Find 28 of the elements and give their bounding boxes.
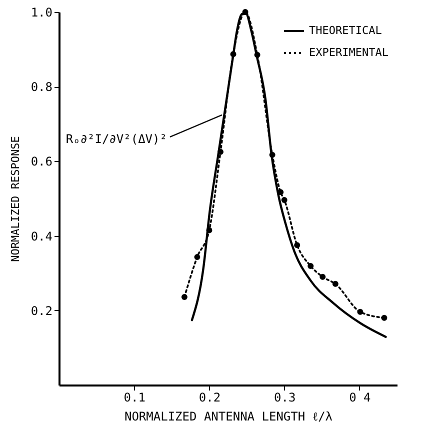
- point: [269, 152, 276, 158]
- y-tick-label: 0.6: [30, 154, 52, 169]
- x-tick-label: 0.3: [274, 390, 296, 404]
- point: [194, 254, 200, 260]
- point: [320, 274, 326, 280]
- y-tick-label: 1.0: [30, 6, 52, 20]
- point: [217, 148, 224, 155]
- point: [381, 314, 388, 321]
- y-tick-label: 0.8: [30, 80, 52, 94]
- y-tick-label: 0.2: [30, 304, 52, 318]
- point: [281, 197, 288, 203]
- point: [332, 280, 338, 287]
- point: [308, 263, 314, 270]
- point: [181, 294, 188, 300]
- legend-label: EXPERIMENTAL: [309, 46, 389, 59]
- point: [357, 308, 364, 315]
- legend-label: THEORETICAL: [309, 24, 382, 37]
- point: [230, 51, 236, 58]
- annotation: Rₒ∂²I/∂V²(ΔV)²: [66, 132, 167, 146]
- x-tick-label: 0 4: [349, 390, 371, 404]
- y-tick-label: 0.4: [30, 229, 52, 244]
- x-tick-label: 0.1: [124, 390, 146, 404]
- x-tick-label: 0.2: [198, 390, 221, 404]
- y-axis-title: NORMALIZED RESPONSE: [8, 136, 22, 262]
- x-axis-title: NORMALIZED ANTENNA LENGTH ℓ/λ: [124, 410, 333, 424]
- point: [254, 52, 260, 58]
- point: [294, 242, 300, 248]
- point: [206, 227, 212, 234]
